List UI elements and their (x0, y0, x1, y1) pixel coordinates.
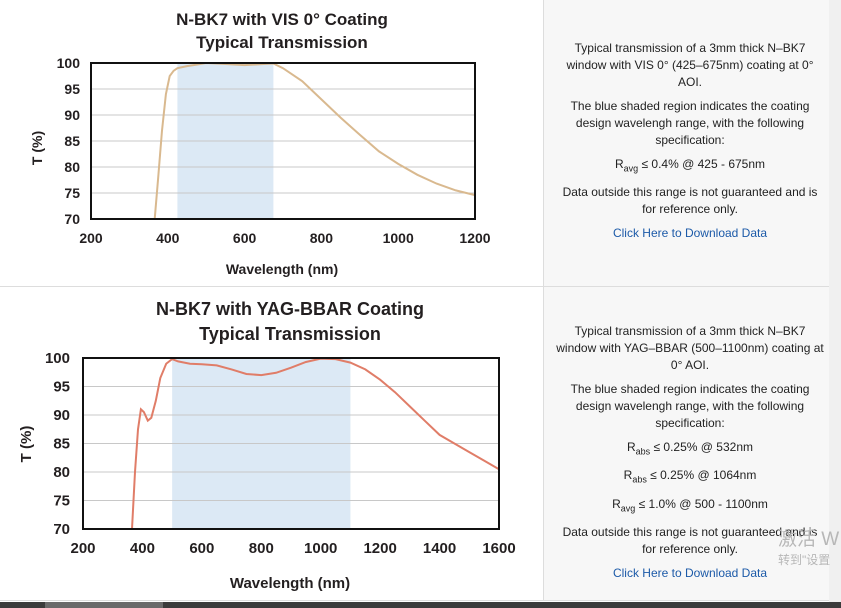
description-vis: Typical transmission of a 3mm thick N–BK… (556, 40, 824, 249)
spec-line: Ravg ≤ 0.4% @ 425 - 675nm (614, 157, 766, 174)
y-tick-label: 80 (64, 159, 80, 175)
x-tick-label: 200 (79, 230, 103, 246)
x-tick-label: 800 (249, 540, 274, 557)
x-tick-label: 1000 (383, 230, 414, 246)
y-tick-label: 70 (53, 521, 70, 538)
x-tick-label: 1200 (363, 540, 396, 557)
description-intro: Typical transmission of a 3mm thick N–BK… (566, 41, 814, 89)
y-tick-label: 85 (64, 133, 80, 149)
x-tick-label: 1400 (423, 540, 456, 557)
os-activation-watermark-sub: 转到"设置 (778, 553, 831, 567)
spec-line: Ravg ≤ 1.0% @ 500 - 1100nm (612, 496, 768, 514)
description-shading: The blue shaded region indicates the coa… (570, 99, 810, 147)
download-data-link[interactable]: Click Here to Download Data (612, 566, 768, 581)
description-yag-bbar: Typical transmission of a 3mm thick N–BK… (556, 323, 824, 589)
y-tick-label: 75 (53, 493, 70, 510)
x-tick-label: 600 (233, 230, 257, 246)
description-shading: The blue shaded region indicates the coa… (570, 382, 810, 430)
x-tick-label: 200 (70, 540, 95, 557)
os-activation-watermark: 激活 W (778, 529, 840, 550)
description-cell-yag-bbar: Typical transmission of a 3mm thick N–BK… (544, 287, 829, 600)
x-tick-label: 1200 (459, 230, 490, 246)
y-tick-label: 80 (53, 464, 70, 481)
download-data-link[interactable]: Click Here to Download Data (612, 226, 768, 241)
chart-subtitle: Typical Transmission (196, 33, 368, 52)
y-tick-label: 95 (53, 379, 70, 396)
chart-title: N-BK7 with VIS 0° Coating (176, 10, 388, 29)
x-tick-label: 400 (130, 540, 155, 557)
spec-line: Rabs ≤ 0.25% @ 1064nm (623, 468, 757, 485)
y-axis-label: T (%) (18, 426, 35, 463)
x-axis-label: Wavelength (nm) (226, 261, 338, 277)
plot-frame (90, 62, 476, 220)
y-tick-label: 90 (53, 407, 70, 424)
y-tick-label: 85 (53, 436, 70, 453)
y-tick-label: 100 (57, 55, 81, 71)
y-tick-label: 100 (45, 350, 70, 367)
x-axis-label: Wavelength (nm) (230, 575, 350, 592)
description-intro: Typical transmission of a 3mm thick N–BK… (556, 324, 824, 372)
x-tick-label: 1600 (482, 540, 515, 557)
transmission-chart-vis: N-BK7 with VIS 0° Coating Typical Transm… (29, 10, 491, 277)
spec-line: Rabs ≤ 0.25% @ 532nm (626, 440, 753, 457)
y-tick-label: 95 (64, 81, 80, 97)
chart-subtitle: Typical Transmission (199, 324, 381, 344)
y-tick-label: 90 (64, 107, 80, 123)
y-tick-label: 75 (64, 185, 80, 201)
right-scroll-track (829, 0, 841, 602)
disclaimer: Data outside this range is not guarantee… (562, 525, 818, 557)
disclaimer: Data outside this range is not guarantee… (562, 185, 818, 217)
transmission-chart-yag-bbar: N-BK7 with YAG-BBAR Coating Typical Tran… (18, 299, 516, 592)
y-tick-label: 70 (64, 211, 80, 227)
product-row-vis: N-BK7 with VIS 0° Coating Typical Transm… (0, 0, 829, 287)
chart-title: N-BK7 with YAG-BBAR Coating (156, 299, 424, 319)
chart-cell-yag-bbar: N-BK7 with YAG-BBAR Coating Typical Tran… (0, 287, 544, 600)
horizontal-scrollbar[interactable] (0, 602, 841, 608)
scrollbar-thumb[interactable] (45, 602, 163, 608)
plot-frame (82, 357, 500, 530)
x-tick-label: 400 (156, 230, 180, 246)
x-tick-label: 600 (189, 540, 214, 557)
y-axis-label: T (%) (29, 131, 45, 165)
product-row-yag-bbar: N-BK7 with YAG-BBAR Coating Typical Tran… (0, 287, 829, 601)
description-cell-vis: Typical transmission of a 3mm thick N–BK… (544, 0, 829, 286)
x-tick-label: 800 (310, 230, 334, 246)
x-tick-label: 1000 (304, 540, 337, 557)
chart-cell-vis: N-BK7 with VIS 0° Coating Typical Transm… (0, 0, 544, 286)
transmission-line (131, 357, 500, 530)
